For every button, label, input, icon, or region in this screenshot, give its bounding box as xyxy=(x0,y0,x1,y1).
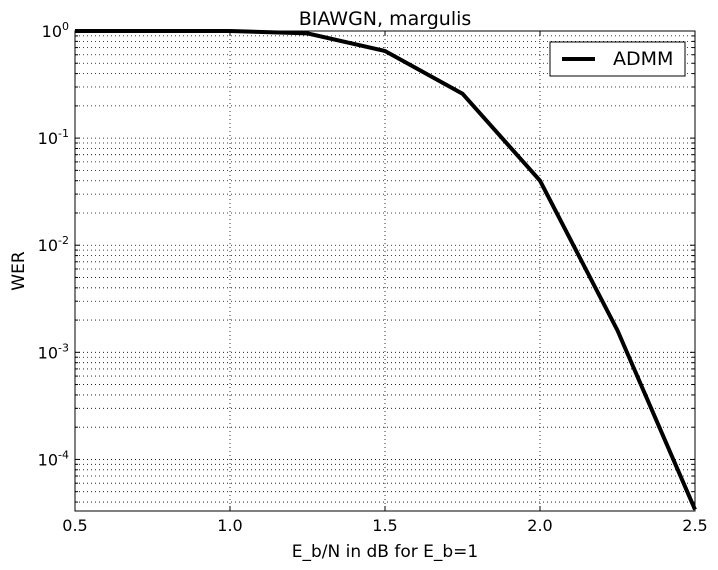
legend: ADMM xyxy=(549,41,686,77)
y-tick-label: 100 xyxy=(42,20,69,41)
y-tick-label: 10-4 xyxy=(38,448,69,469)
y-tick-label: 10-1 xyxy=(38,127,69,148)
x-tick-label: 1.0 xyxy=(217,516,242,535)
y-axis-label: WER xyxy=(9,251,29,291)
legend-label-admm: ADMM xyxy=(613,48,673,70)
y-tick-label: 10-3 xyxy=(38,341,69,362)
y-tick-label: 10-2 xyxy=(38,234,69,255)
x-axis-label: E_b/N in dB for E_b=1 xyxy=(292,542,479,562)
x-tick-labels: 0.5 1.0 1.5 2.0 2.5 xyxy=(62,516,707,535)
major-ticks xyxy=(74,30,696,511)
x-tick-label: 2.0 xyxy=(527,516,552,535)
x-tick-label: 0.5 xyxy=(62,516,87,535)
x-tick-label: 1.5 xyxy=(372,516,397,535)
y-tick-labels: 100 10-1 10-2 10-3 10-4 xyxy=(38,20,69,469)
chart-title: BIAWGN, margulis xyxy=(299,8,472,30)
x-tick-label: 2.5 xyxy=(682,516,707,535)
